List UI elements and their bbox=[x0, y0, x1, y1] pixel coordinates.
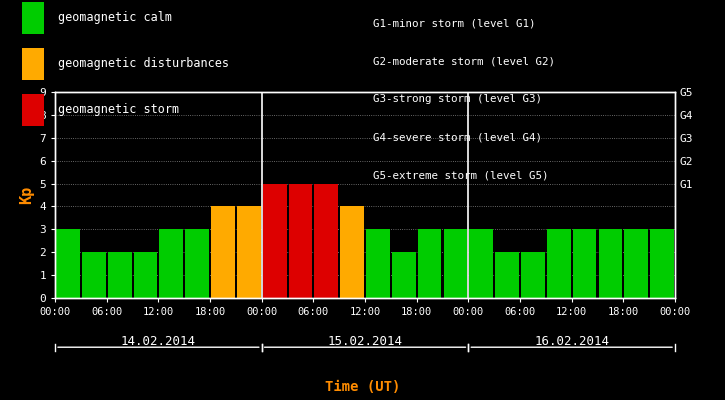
Y-axis label: Kp: Kp bbox=[19, 186, 34, 204]
Bar bbox=[469, 229, 493, 298]
Bar bbox=[82, 252, 106, 298]
Text: 14.02.2014: 14.02.2014 bbox=[121, 335, 196, 348]
Bar bbox=[366, 229, 390, 298]
Bar bbox=[315, 184, 338, 298]
Bar bbox=[650, 229, 674, 298]
Bar bbox=[599, 229, 622, 298]
Text: Time (UT): Time (UT) bbox=[325, 380, 400, 394]
Text: G2-moderate storm (level G2): G2-moderate storm (level G2) bbox=[373, 56, 555, 66]
Bar bbox=[624, 229, 648, 298]
Text: G5-extreme storm (level G5): G5-extreme storm (level G5) bbox=[373, 170, 549, 180]
Text: 15.02.2014: 15.02.2014 bbox=[328, 335, 402, 348]
Bar bbox=[521, 252, 544, 298]
Bar bbox=[262, 184, 286, 298]
Text: G4-severe storm (level G4): G4-severe storm (level G4) bbox=[373, 132, 542, 142]
Bar bbox=[547, 229, 571, 298]
Bar bbox=[211, 206, 235, 298]
Text: G3-strong storm (level G3): G3-strong storm (level G3) bbox=[373, 94, 542, 104]
Bar bbox=[237, 206, 261, 298]
Text: geomagnetic storm: geomagnetic storm bbox=[58, 104, 179, 116]
Bar bbox=[133, 252, 157, 298]
Bar bbox=[160, 229, 183, 298]
Bar bbox=[495, 252, 519, 298]
Bar bbox=[573, 229, 597, 298]
Bar bbox=[108, 252, 131, 298]
Bar bbox=[186, 229, 209, 298]
Bar bbox=[418, 229, 442, 298]
Text: geomagnetic calm: geomagnetic calm bbox=[58, 12, 172, 24]
Bar bbox=[340, 206, 364, 298]
Bar bbox=[392, 252, 415, 298]
Bar bbox=[289, 184, 312, 298]
Bar bbox=[56, 229, 80, 298]
Bar bbox=[444, 229, 468, 298]
Text: geomagnetic disturbances: geomagnetic disturbances bbox=[58, 58, 229, 70]
Text: G1-minor storm (level G1): G1-minor storm (level G1) bbox=[373, 18, 536, 28]
Text: 16.02.2014: 16.02.2014 bbox=[534, 335, 609, 348]
